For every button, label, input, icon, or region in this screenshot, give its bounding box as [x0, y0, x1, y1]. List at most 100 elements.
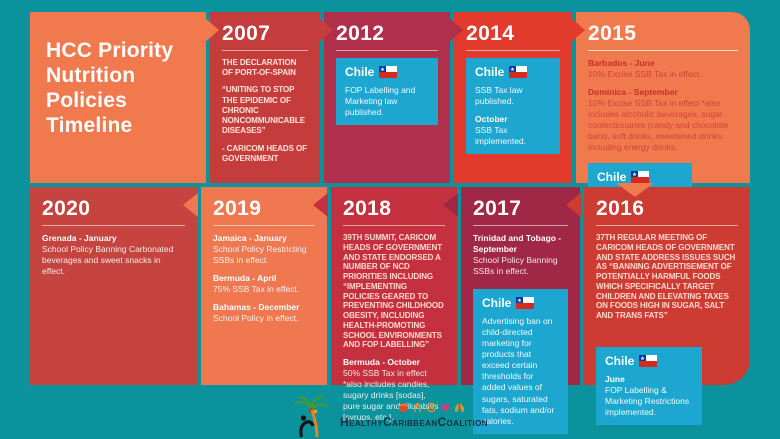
country-name: Chile [475, 65, 505, 79]
entry-heading: Barbados - June [588, 58, 655, 68]
year-label: 2020 [42, 197, 91, 220]
panel-2016: 2016 37TH REGULAR MEETING OF CARICOM HEA… [584, 187, 750, 425]
lungs-icon [454, 403, 465, 412]
panel-2020: 2020 Grenada - January School Policy Ban… [30, 187, 197, 385]
title-panel: HCC Priority Nutrition Policies Timeline [30, 12, 206, 183]
entry-body: School Policy Banning Carbonated beverag… [42, 244, 174, 277]
page-title: HCC Priority [46, 39, 174, 62]
entry-heading: Bermuda - April [213, 273, 277, 284]
health-icons-row [398, 402, 488, 413]
month-label: June [605, 373, 625, 384]
timeline-entry: Grenada - January School Policy Banning … [42, 233, 185, 277]
timeline-entry: Bahamas - December School Policy in effe… [213, 302, 315, 324]
page-title: Timeline [46, 114, 133, 137]
timeline-entry: Trinidad and Tobago - September School P… [473, 233, 568, 277]
policy-text: SSB Tax implemented. [475, 125, 527, 147]
arrow-2012-to-2014-icon [448, 17, 463, 43]
arrow-2019-to-2020-icon [183, 193, 198, 217]
entry-heading: Bermuda - October [343, 357, 420, 367]
divider [343, 225, 445, 226]
panel-2018: 2018 39TH SUMMIT, CARICOM HEADS OF GOVER… [331, 187, 457, 422]
country-heading: Chile [597, 170, 683, 184]
divider [42, 225, 185, 226]
year-label: 2007 [222, 22, 271, 45]
year-label: 2015 [588, 22, 637, 45]
year-label: 2018 [343, 197, 392, 220]
policy-text: SSB Tax law published. [475, 85, 523, 107]
year-label: 2016 [596, 197, 645, 220]
divider [596, 225, 738, 226]
panel-2019: 2019 Jamaica - January School Policy Res… [201, 187, 327, 385]
entry-heading: Grenada - January [42, 233, 117, 243]
declaration-attribution: - CARICOM HEADS OF GOVERNMENT [222, 143, 307, 163]
panel-2015: 2015 Barbados - June 10% Excise SSB Tax … [576, 12, 750, 220]
country-heading: Chile [345, 65, 429, 79]
entry-body: School Policy Banning SSBs in effect. [473, 255, 558, 277]
entry-heading: Jamaica - January [213, 233, 287, 243]
divider [336, 50, 438, 51]
panel-2012: 2012 Chile FOP Labelling and Marketing l… [324, 12, 450, 183]
chile-box: Chile June FOP Labelling & Marketing Res… [596, 346, 702, 425]
arrow-2016-to-2017-icon [566, 193, 581, 217]
entry-heading: Bahamas - December [213, 302, 300, 313]
panel-2017: 2017 Trinidad and Tobago - September Sch… [461, 187, 580, 434]
entry-heading: Trinidad and Tobago - September [473, 233, 562, 255]
year-label: 2019 [213, 197, 262, 220]
logo-word: Healthy [340, 415, 383, 429]
chile-flag-icon [631, 171, 650, 184]
meeting-summary: 37TH REGULAR MEETING OF CARICOM HEADS OF… [596, 233, 736, 320]
logo-word: Coalition [437, 415, 488, 429]
policy-text: FOP Labelling & Marketing Restrictions i… [605, 384, 690, 417]
entry-body: School Policy Restricting SSBs in effect… [213, 244, 307, 266]
arrow-2014-to-2015-icon [570, 17, 585, 43]
chile-box: Chile Advertising ban on child-directed … [473, 289, 568, 434]
year-label: 2017 [473, 197, 522, 220]
timeline-entry: Dominica - September 10% Excise SSB Tax … [588, 87, 738, 153]
entry-body: 50% SSB Tax in effect *also includes can… [343, 368, 439, 423]
declaration-quote: “UNITING TO STOP THE EPIDEMIC OF CHRONIC… [222, 85, 305, 136]
arrow-2018-to-2019-icon [313, 193, 328, 217]
globe-icon [398, 402, 409, 413]
timeline-entry: Bermuda - April 75% SSB Tax in effect. [213, 273, 315, 295]
country-name: Chile [482, 296, 512, 311]
heart-icon [442, 404, 450, 412]
timeline-entry: Barbados - June 10% Excise SSB Tax in ef… [588, 58, 738, 80]
entry-heading: Dominica - September [588, 87, 678, 98]
page-title: Nutrition [46, 64, 136, 87]
entry-body: 75% SSB Tax in effect. [213, 284, 300, 295]
eye-icon [426, 402, 437, 413]
country-heading: Chile [475, 65, 551, 79]
chile-flag-icon [639, 354, 658, 367]
footer: HealthyCaribbeanCoalition [0, 392, 780, 439]
palm-tree-logo-icon [294, 395, 329, 437]
policy-text: FOP Labelling and Marketing law publishe… [345, 85, 416, 118]
divider [588, 50, 738, 51]
divider [473, 225, 568, 226]
arrow-2017-to-2018-icon [443, 193, 458, 217]
arrow-2007-to-2012-icon [318, 17, 333, 43]
timeline-entry: Bermuda - October 50% SSB Tax in effect … [343, 357, 445, 423]
country-heading: Chile [605, 354, 693, 368]
country-heading: Chile [482, 296, 559, 310]
chile-box: Chile SSB Tax law published. October SSB… [466, 58, 560, 155]
month-label: October [475, 114, 508, 125]
chile-flag-icon [379, 66, 398, 78]
logo-text-block: HealthyCaribbeanCoalition [340, 402, 488, 429]
arrow-2015-to-2016-icon [616, 183, 654, 197]
chile-flag-icon [516, 297, 535, 310]
panel-2014: 2014 Chile SSB Tax law published. Octobe… [454, 12, 572, 183]
divider [213, 225, 315, 226]
divider [222, 50, 308, 51]
logo-wordmark: HealthyCaribbeanCoalition [340, 415, 488, 429]
entry-body: 10% Excise SSB Tax in effect. [588, 69, 702, 80]
chile-flag-icon [509, 66, 528, 78]
declaration-text: THE DECLARATION OF PORT-OF-SPAIN [222, 58, 297, 78]
summit-summary: 39TH SUMMIT, CARICOM HEADS OF GOVERNMENT… [343, 233, 444, 350]
divider [466, 50, 560, 51]
country-name: Chile [605, 353, 635, 368]
policy-text: Advertising ban on child-directed market… [482, 316, 555, 426]
timeline-entry: Jamaica - January School Policy Restrict… [213, 233, 315, 266]
country-name: Chile [345, 65, 375, 79]
entry-body: School Policy in effect. [213, 313, 299, 324]
